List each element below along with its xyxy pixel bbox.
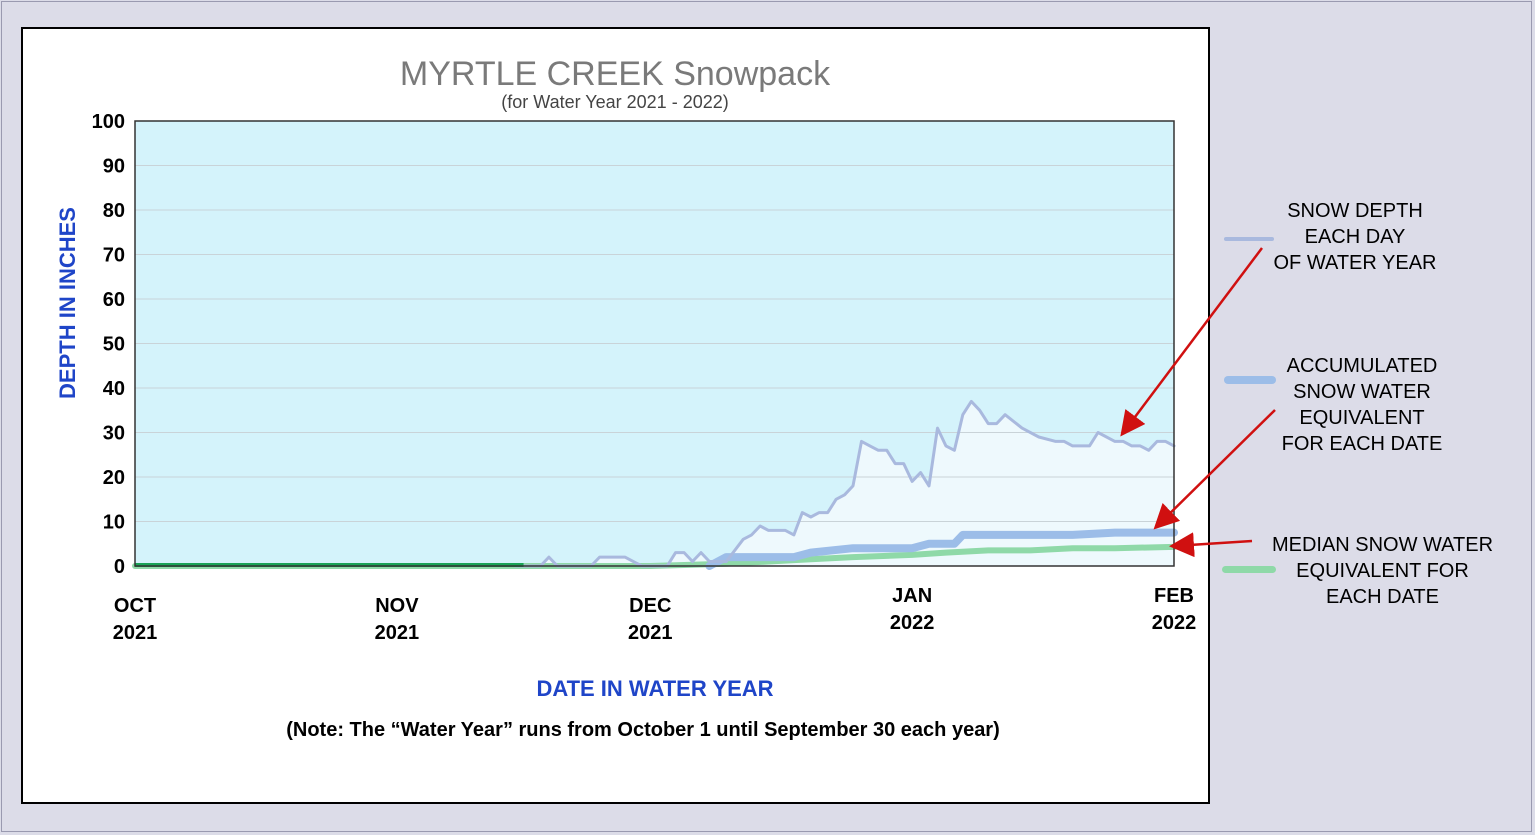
y-tick-label-60: 60 xyxy=(103,289,125,311)
x-tick-label-1: NOV 2021 xyxy=(375,595,420,644)
x-tick-label-2: DEC 2021 xyxy=(628,595,673,644)
series-snow-depth xyxy=(513,399,1176,568)
y-tick-label-30: 30 xyxy=(103,423,125,445)
y-tick-label-10: 10 xyxy=(103,512,125,534)
legend-label-accumulated-swe: ACCUMULATED SNOW WATER EQUIVALENT FOR EA… xyxy=(1281,355,1443,455)
series-accumulated-swe xyxy=(705,528,1178,570)
chart-note: (Note: The “Water Year” runs from Octobe… xyxy=(286,719,1000,741)
y-tick-label-90: 90 xyxy=(103,156,125,178)
legend-swatch-accumulated-swe xyxy=(1224,376,1276,384)
x-tick-label-3: JAN 2022 xyxy=(890,585,935,634)
y-tick-label-50: 50 xyxy=(103,334,125,356)
chart-title: MYRTLE CREEK Snowpack xyxy=(400,55,831,93)
y-tick-label-40: 40 xyxy=(103,378,125,400)
x-tick-label-0: OCT 2021 xyxy=(113,595,158,644)
chart-subtitle: (for Water Year 2021 - 2022) xyxy=(501,92,728,112)
y-axis-label: DEPTH IN INCHES xyxy=(55,207,80,399)
y-tick-label-0: 0 xyxy=(114,556,125,578)
annotation-arrow-0 xyxy=(1120,247,1263,437)
y-tick-label-70: 70 xyxy=(103,245,125,267)
plot-border xyxy=(134,120,1175,567)
annotation-arrow-1 xyxy=(1153,409,1276,530)
legend-swatch-median-swe xyxy=(1222,566,1276,573)
y-tick-label-20: 20 xyxy=(103,467,125,489)
legend-label-median-swe: MEDIAN SNOW WATER EQUIVALENT FOR EACH DA… xyxy=(1271,534,1494,608)
snow-depth-envelope xyxy=(515,401,1174,566)
x-tick-label-4: FEB 2022 xyxy=(1152,585,1197,634)
y-tick-label-100: 100 xyxy=(92,111,125,133)
x-axis-label: DATE IN WATER YEAR xyxy=(536,676,773,701)
annotation-arrow-2 xyxy=(1169,532,1253,558)
legend-label-snow-depth: SNOW DEPTH EACH DAY OF WATER YEAR xyxy=(1273,200,1437,274)
legend-swatch-snow-depth xyxy=(1224,237,1274,241)
y-tick-label-80: 80 xyxy=(103,200,125,222)
